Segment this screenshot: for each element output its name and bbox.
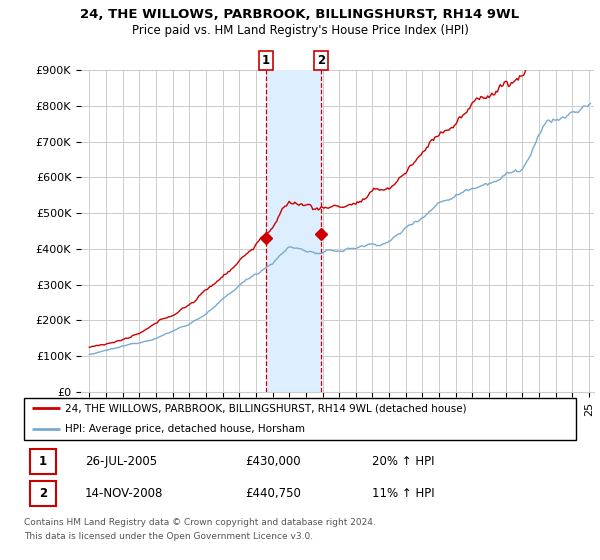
Bar [29,481,56,506]
Text: 1: 1 [39,455,47,468]
Bar [29,449,56,474]
Text: £430,000: £430,000 [245,455,301,468]
Text: 2: 2 [317,54,325,67]
Text: £440,750: £440,750 [245,487,301,500]
Text: 14-NOV-2008: 14-NOV-2008 [85,487,163,500]
Text: Price paid vs. HM Land Registry's House Price Index (HPI): Price paid vs. HM Land Registry's House … [131,24,469,36]
Text: HPI: Average price, detached house, Horsham: HPI: Average price, detached house, Hors… [65,424,305,434]
Text: 1: 1 [262,54,269,67]
Text: 11% ↑ HPI: 11% ↑ HPI [372,487,434,500]
Text: 20% ↑ HPI: 20% ↑ HPI [372,455,434,468]
Text: 24, THE WILLOWS, PARBROOK, BILLINGSHURST, RH14 9WL: 24, THE WILLOWS, PARBROOK, BILLINGSHURST… [80,8,520,21]
Text: Contains HM Land Registry data © Crown copyright and database right 2024.: Contains HM Land Registry data © Crown c… [24,518,376,527]
Bar [266,70,321,392]
Text: 26-JUL-2005: 26-JUL-2005 [85,455,157,468]
Text: 2: 2 [39,487,47,500]
Text: This data is licensed under the Open Government Licence v3.0.: This data is licensed under the Open Gov… [24,532,313,541]
Text: 24, THE WILLOWS, PARBROOK, BILLINGSHURST, RH14 9WL (detached house): 24, THE WILLOWS, PARBROOK, BILLINGSHURST… [65,403,467,413]
